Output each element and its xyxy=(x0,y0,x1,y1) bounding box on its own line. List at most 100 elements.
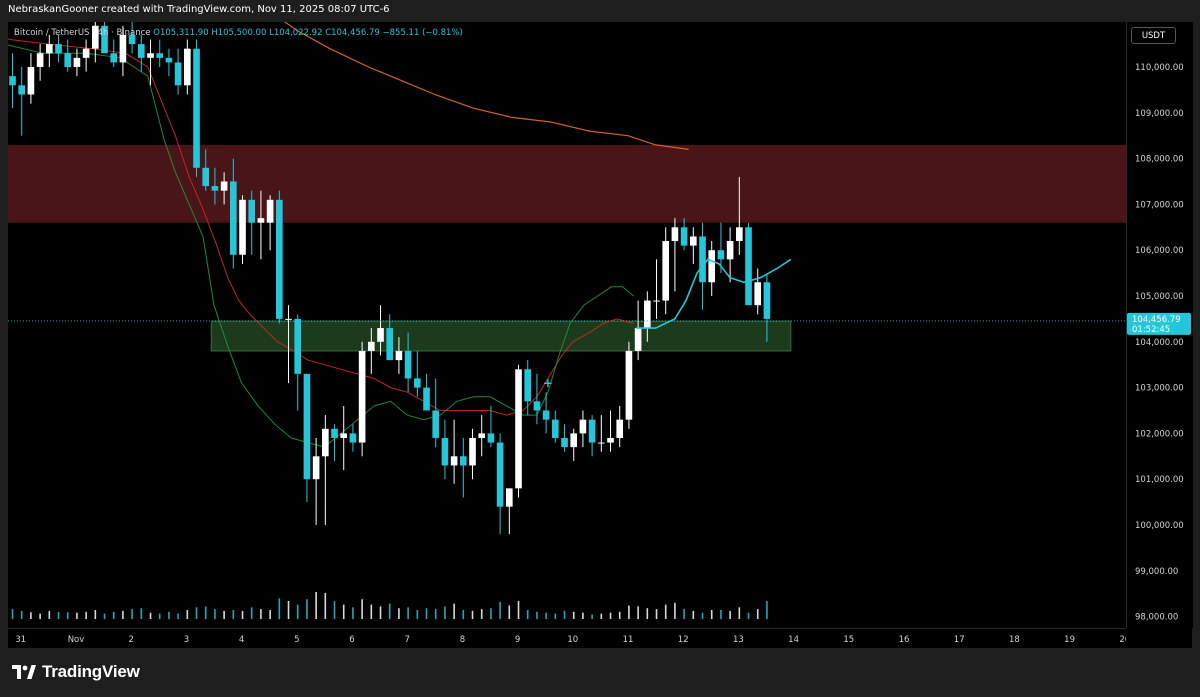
volume-bar xyxy=(683,609,685,619)
candle-body xyxy=(202,167,210,187)
volume-bar xyxy=(407,607,409,619)
time-tick-label: 17 xyxy=(954,635,965,645)
candle-body xyxy=(312,456,320,480)
time-tick-label: 14 xyxy=(788,635,799,645)
time-tick-label: 2 xyxy=(128,635,133,645)
candle-body xyxy=(662,241,670,301)
price-scale[interactable]: 98,000.00 99,000.00 100,000.00 101,000.00 10… xyxy=(1126,22,1193,628)
candle-body xyxy=(211,186,219,191)
tradingview-logo[interactable]: TradingView xyxy=(12,662,140,682)
volume-bar xyxy=(591,614,593,619)
volume-bar xyxy=(701,612,704,619)
candle-body xyxy=(432,410,440,438)
volume-bar xyxy=(333,601,336,619)
candle-body xyxy=(248,199,256,223)
volume-bar xyxy=(158,613,161,619)
candle-body xyxy=(395,350,403,361)
volume-bar xyxy=(710,610,713,619)
volume-bar xyxy=(720,610,722,619)
candle-body xyxy=(653,300,660,302)
time-tick-label: Nov xyxy=(68,635,85,645)
volume-bar xyxy=(168,611,170,619)
legend-close: C104,456.79 xyxy=(325,28,380,38)
volume-bar xyxy=(545,612,547,619)
candle-body xyxy=(542,410,550,420)
volume-bar xyxy=(756,609,759,619)
price-tick-label: 110,000.00 xyxy=(1135,63,1184,73)
time-tick-label: 10 xyxy=(567,635,578,645)
volume-bar xyxy=(563,610,566,619)
volume-bar xyxy=(30,612,32,619)
volume-bar xyxy=(85,611,87,619)
price-tick-label: 105,000.00 xyxy=(1135,292,1184,302)
volume-bar xyxy=(370,604,373,619)
candle-body xyxy=(763,282,771,319)
candle-body xyxy=(9,76,16,86)
candle-body xyxy=(322,428,329,457)
price-chart[interactable]: + xyxy=(8,22,1126,628)
candle-body xyxy=(496,442,504,507)
candle-body xyxy=(579,419,587,434)
candle-body xyxy=(110,53,118,63)
candle-body xyxy=(101,25,108,54)
candle-body xyxy=(634,328,642,351)
support-zone xyxy=(210,320,792,352)
volume-bar xyxy=(480,609,483,619)
candle-body xyxy=(561,437,568,448)
legend-symbol[interactable]: Bitcoin / TetherUS · 4h · Binance xyxy=(14,28,151,38)
volume-bar xyxy=(462,610,465,619)
volume-bar xyxy=(361,599,363,619)
chart-pane[interactable]: + xyxy=(8,22,1126,628)
volume-bar xyxy=(278,598,281,619)
time-tick-label: 3 xyxy=(184,635,189,645)
time-tick-label: 16 xyxy=(899,635,910,645)
volume-bar xyxy=(204,606,207,619)
volume-bar xyxy=(747,612,750,619)
candle-body xyxy=(423,387,430,411)
candle-body xyxy=(570,433,578,448)
candle-body xyxy=(358,350,366,443)
volume-bar xyxy=(572,611,575,619)
candle-body xyxy=(441,437,449,466)
volume-bar xyxy=(177,613,179,619)
symbol-legend[interactable]: Bitcoin / TetherUS · 4h · Binance O105,3… xyxy=(14,28,463,38)
candle-body xyxy=(156,53,164,58)
volume-bar xyxy=(241,610,244,619)
price-scale-labels[interactable]: 98,000.00 99,000.00 100,000.00 101,000.00 10… xyxy=(1127,22,1193,628)
tradingview-logo-icon xyxy=(12,665,36,679)
candle-body xyxy=(174,62,182,86)
volume-bar xyxy=(76,612,78,619)
price-tick-label: 106,000.00 xyxy=(1135,246,1184,256)
time-tick-label: 20 xyxy=(1119,635,1126,645)
candle-body xyxy=(552,419,559,438)
volume-bar xyxy=(434,609,437,619)
time-scale[interactable]: 31 Nov 2 3 4 5 6 7 8 9 10 11 12 13 14 15 16 17 18 19 20 xyxy=(8,628,1130,649)
volume-bar xyxy=(554,613,557,619)
time-tick-label: 8 xyxy=(460,635,465,645)
candle-body xyxy=(533,401,541,411)
time-tick-label: 13 xyxy=(733,635,744,645)
time-tick-label: 9 xyxy=(515,635,520,645)
footer-bar xyxy=(0,648,1200,697)
price-tick-label: 101,000.00 xyxy=(1135,475,1184,485)
candle-body xyxy=(754,282,762,306)
candle-body xyxy=(506,488,513,507)
time-tick-label: 19 xyxy=(1064,635,1075,645)
candle-body xyxy=(625,350,633,420)
currency-button[interactable]: USDT xyxy=(1131,27,1176,44)
volume-bar xyxy=(39,613,41,619)
candle-body xyxy=(331,428,338,438)
candle-body xyxy=(285,318,292,320)
time-tick-label: 4 xyxy=(239,635,244,645)
tradingview-logo-text: TradingView xyxy=(42,662,140,681)
volume-bar xyxy=(600,613,603,619)
volume-bar xyxy=(499,601,501,619)
volume-bar xyxy=(112,611,115,619)
legend-low: L104,022.92 xyxy=(269,28,323,38)
candle-body xyxy=(119,34,127,63)
time-tick-label: 12 xyxy=(678,635,689,645)
candle-body xyxy=(303,373,311,480)
time-scale-labels[interactable]: 31 Nov 2 3 4 5 6 7 8 9 10 11 12 13 14 15 16 17 18 19 20 xyxy=(8,629,1130,649)
candle-body xyxy=(680,227,688,246)
candle-body xyxy=(230,181,237,255)
